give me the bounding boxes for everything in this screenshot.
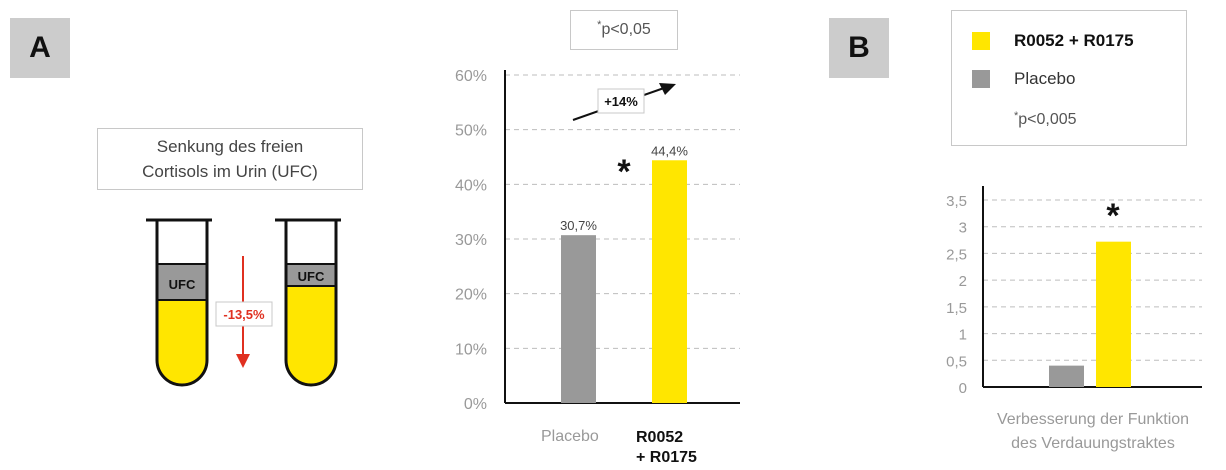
y-tick-label: 3 xyxy=(959,220,967,237)
chart-b-caption-line1: Verbesserung der Funktion xyxy=(996,411,1190,428)
y-tick-label: 40% xyxy=(455,177,487,194)
y-tick-label: 0 xyxy=(959,380,967,397)
right-test-tube xyxy=(275,218,341,387)
y-tick-label: 2 xyxy=(959,273,967,290)
bar-value-label: 30,7% xyxy=(560,218,597,233)
chart-b-caption-line2: des Verdauungstraktes xyxy=(1011,435,1175,452)
y-tick-label: 50% xyxy=(455,123,487,140)
panel-b-letter: B xyxy=(829,18,889,78)
legend-item-treatment: R0052 + R0175 xyxy=(972,31,1134,51)
y-tick-label: 10% xyxy=(455,341,487,358)
bar-placebo xyxy=(1049,365,1084,387)
chart-b-significance-star: * xyxy=(1106,197,1120,235)
y-tick-label: 3,5 xyxy=(946,193,967,210)
chart-a-significance-note: * p<0,05 xyxy=(570,10,678,50)
left-tube-ufc-label: UFC xyxy=(169,277,196,292)
y-tick-label: 0,5 xyxy=(946,353,967,370)
chart-a-note-text: p<0,05 xyxy=(601,21,651,38)
increase-arrowhead xyxy=(659,83,676,95)
legend-label-treatment: R0052 + R0175 xyxy=(1014,31,1134,50)
y-tick-label: 20% xyxy=(455,287,487,304)
ufc-title-box: Senkung des freien Cortisols im Urin (UF… xyxy=(97,128,363,190)
legend-note-prefix: * xyxy=(1014,110,1019,122)
y-tick-label: 0% xyxy=(464,396,487,413)
ufc-title-line1: Senkung des freien xyxy=(156,137,304,156)
ufc-title-line2: Cortisols im Urin (UFC) xyxy=(142,162,318,181)
bar-treatment xyxy=(1096,241,1131,387)
y-tick-label: 30% xyxy=(455,232,487,249)
legend: R0052 + R0175 Placebo *p<0,005 xyxy=(951,10,1187,146)
legend-swatch-treatment xyxy=(972,32,990,50)
legend-swatch-placebo xyxy=(972,70,990,88)
chart-a-significance-star: * xyxy=(617,153,631,191)
chart-a-category-treatment: R0052 + R0175 xyxy=(636,428,697,468)
chart-b-caption: Verbesserung der Funktion des Verdauungs… xyxy=(960,408,1226,456)
bar-value-label: 44,4% xyxy=(651,143,688,158)
legend-significance-note: *p<0,005 xyxy=(1014,110,1077,129)
y-tick-label: 1 xyxy=(959,327,967,344)
chart-a-note-prefix: * xyxy=(597,19,602,31)
chart-a-category-treatment-line1: R0052 xyxy=(636,429,684,446)
legend-item-placebo: Placebo xyxy=(972,69,1075,89)
y-tick-label: 2,5 xyxy=(946,246,967,263)
chart-a-category-treatment-line2: + R0175 xyxy=(636,449,697,466)
chart-a-category-placebo: Placebo xyxy=(541,428,599,445)
increase-label-box xyxy=(597,88,645,114)
decrease-label: -13,5% xyxy=(223,307,265,322)
left-test-tube xyxy=(146,218,212,387)
legend-note-text: p<0,005 xyxy=(1018,111,1077,128)
decrease-label-box xyxy=(215,301,273,327)
bar-treatment xyxy=(652,160,687,403)
increase-label: +14% xyxy=(604,94,638,109)
y-tick-label: 1,5 xyxy=(946,300,967,317)
bar-placebo xyxy=(561,235,596,403)
panel-a-letter: A xyxy=(10,18,70,78)
right-tube-ufc-label: UFC xyxy=(298,269,325,284)
legend-label-placebo: Placebo xyxy=(1014,69,1076,88)
y-tick-label: 60% xyxy=(455,68,487,85)
